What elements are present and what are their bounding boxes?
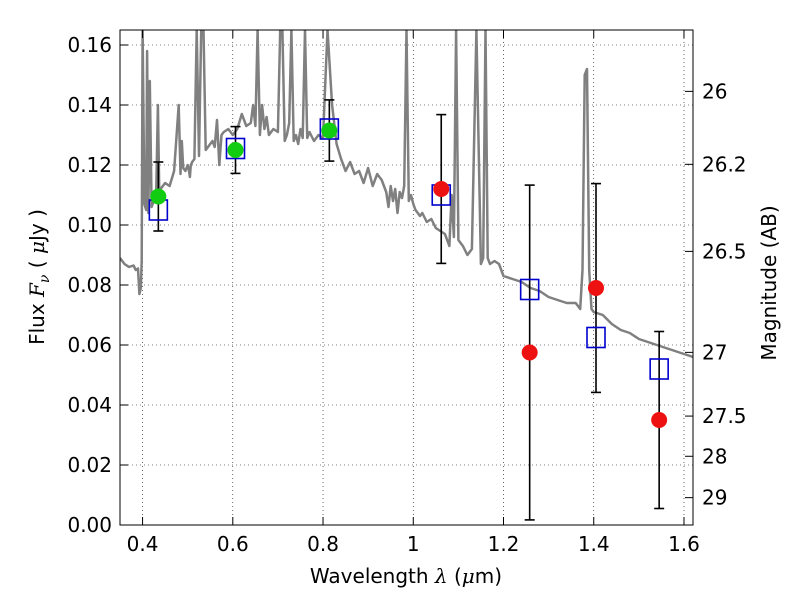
observed-flux-point bbox=[651, 412, 668, 428]
y-axis-title: Flux Fν ( μJy ) bbox=[25, 209, 53, 345]
x-tick-label: 1.4 bbox=[578, 532, 610, 556]
magnitude-tick-label: 27 bbox=[702, 340, 727, 364]
axis-ticks bbox=[120, 30, 693, 526]
magnitude-tick-label: 29 bbox=[702, 486, 727, 510]
model-flux-square bbox=[519, 278, 540, 301]
y-tick-label: 0.10 bbox=[67, 213, 112, 237]
y-tick-label: 0.04 bbox=[67, 393, 112, 417]
y-tick-label: 0.16 bbox=[67, 33, 112, 57]
observed-flux-point bbox=[321, 122, 338, 139]
x-tick-label: 1 bbox=[407, 532, 420, 556]
magnitude-axis-title: Magnitude (AB) bbox=[757, 205, 781, 360]
x-tick-label: 1.2 bbox=[488, 532, 520, 556]
x-tick-label: 0.4 bbox=[127, 532, 159, 556]
x-tick-label: 0.8 bbox=[307, 532, 339, 556]
y-tick-label: 0.02 bbox=[67, 453, 112, 477]
observed-flux-markers bbox=[150, 122, 668, 428]
x-tick-label: 1.6 bbox=[668, 532, 700, 556]
y-tick-labels: 0.00 0.02 0.04 0.06 0.08 0.10 0.12 0.14 0.16 bbox=[67, 33, 112, 537]
y-tick-label: 0.00 bbox=[67, 513, 112, 537]
magnitude-tick-label: 26 bbox=[702, 79, 727, 103]
observed-flux-point bbox=[587, 280, 604, 296]
y-tick-label: 0.08 bbox=[67, 273, 112, 297]
x-axis-title: Wavelength λ (μm) bbox=[310, 564, 502, 588]
magnitude-tick-labels: 26 26.2 26.5 27 27.5 28 29 bbox=[702, 79, 747, 509]
model-flux-square bbox=[319, 118, 340, 140]
observed-flux-point bbox=[521, 344, 538, 361]
magnitude-tick-label: 28 bbox=[702, 444, 727, 468]
gridlines bbox=[120, 30, 693, 526]
magnitude-tick-label: 27.5 bbox=[702, 404, 747, 428]
magnitude-tick-label: 26.5 bbox=[702, 239, 747, 263]
plot-frame bbox=[119, 29, 694, 526]
x-tick-labels: 0.4 0.6 0.8 1 1.2 1.4 1.6 bbox=[127, 532, 700, 556]
y-tick-label: 0.14 bbox=[67, 93, 112, 117]
y-tick-label: 0.06 bbox=[67, 333, 112, 357]
model-flux-square bbox=[649, 358, 669, 380]
observed-flux-point bbox=[227, 142, 244, 158]
model-flux-square bbox=[586, 326, 606, 349]
y-tick-label: 0.12 bbox=[67, 153, 112, 177]
observed-flux-point bbox=[150, 188, 167, 205]
magnitude-tick-label: 26.2 bbox=[702, 152, 747, 176]
observed-flux-point bbox=[433, 181, 450, 197]
model-flux-square bbox=[225, 137, 246, 160]
x-tick-label: 0.6 bbox=[217, 532, 249, 556]
